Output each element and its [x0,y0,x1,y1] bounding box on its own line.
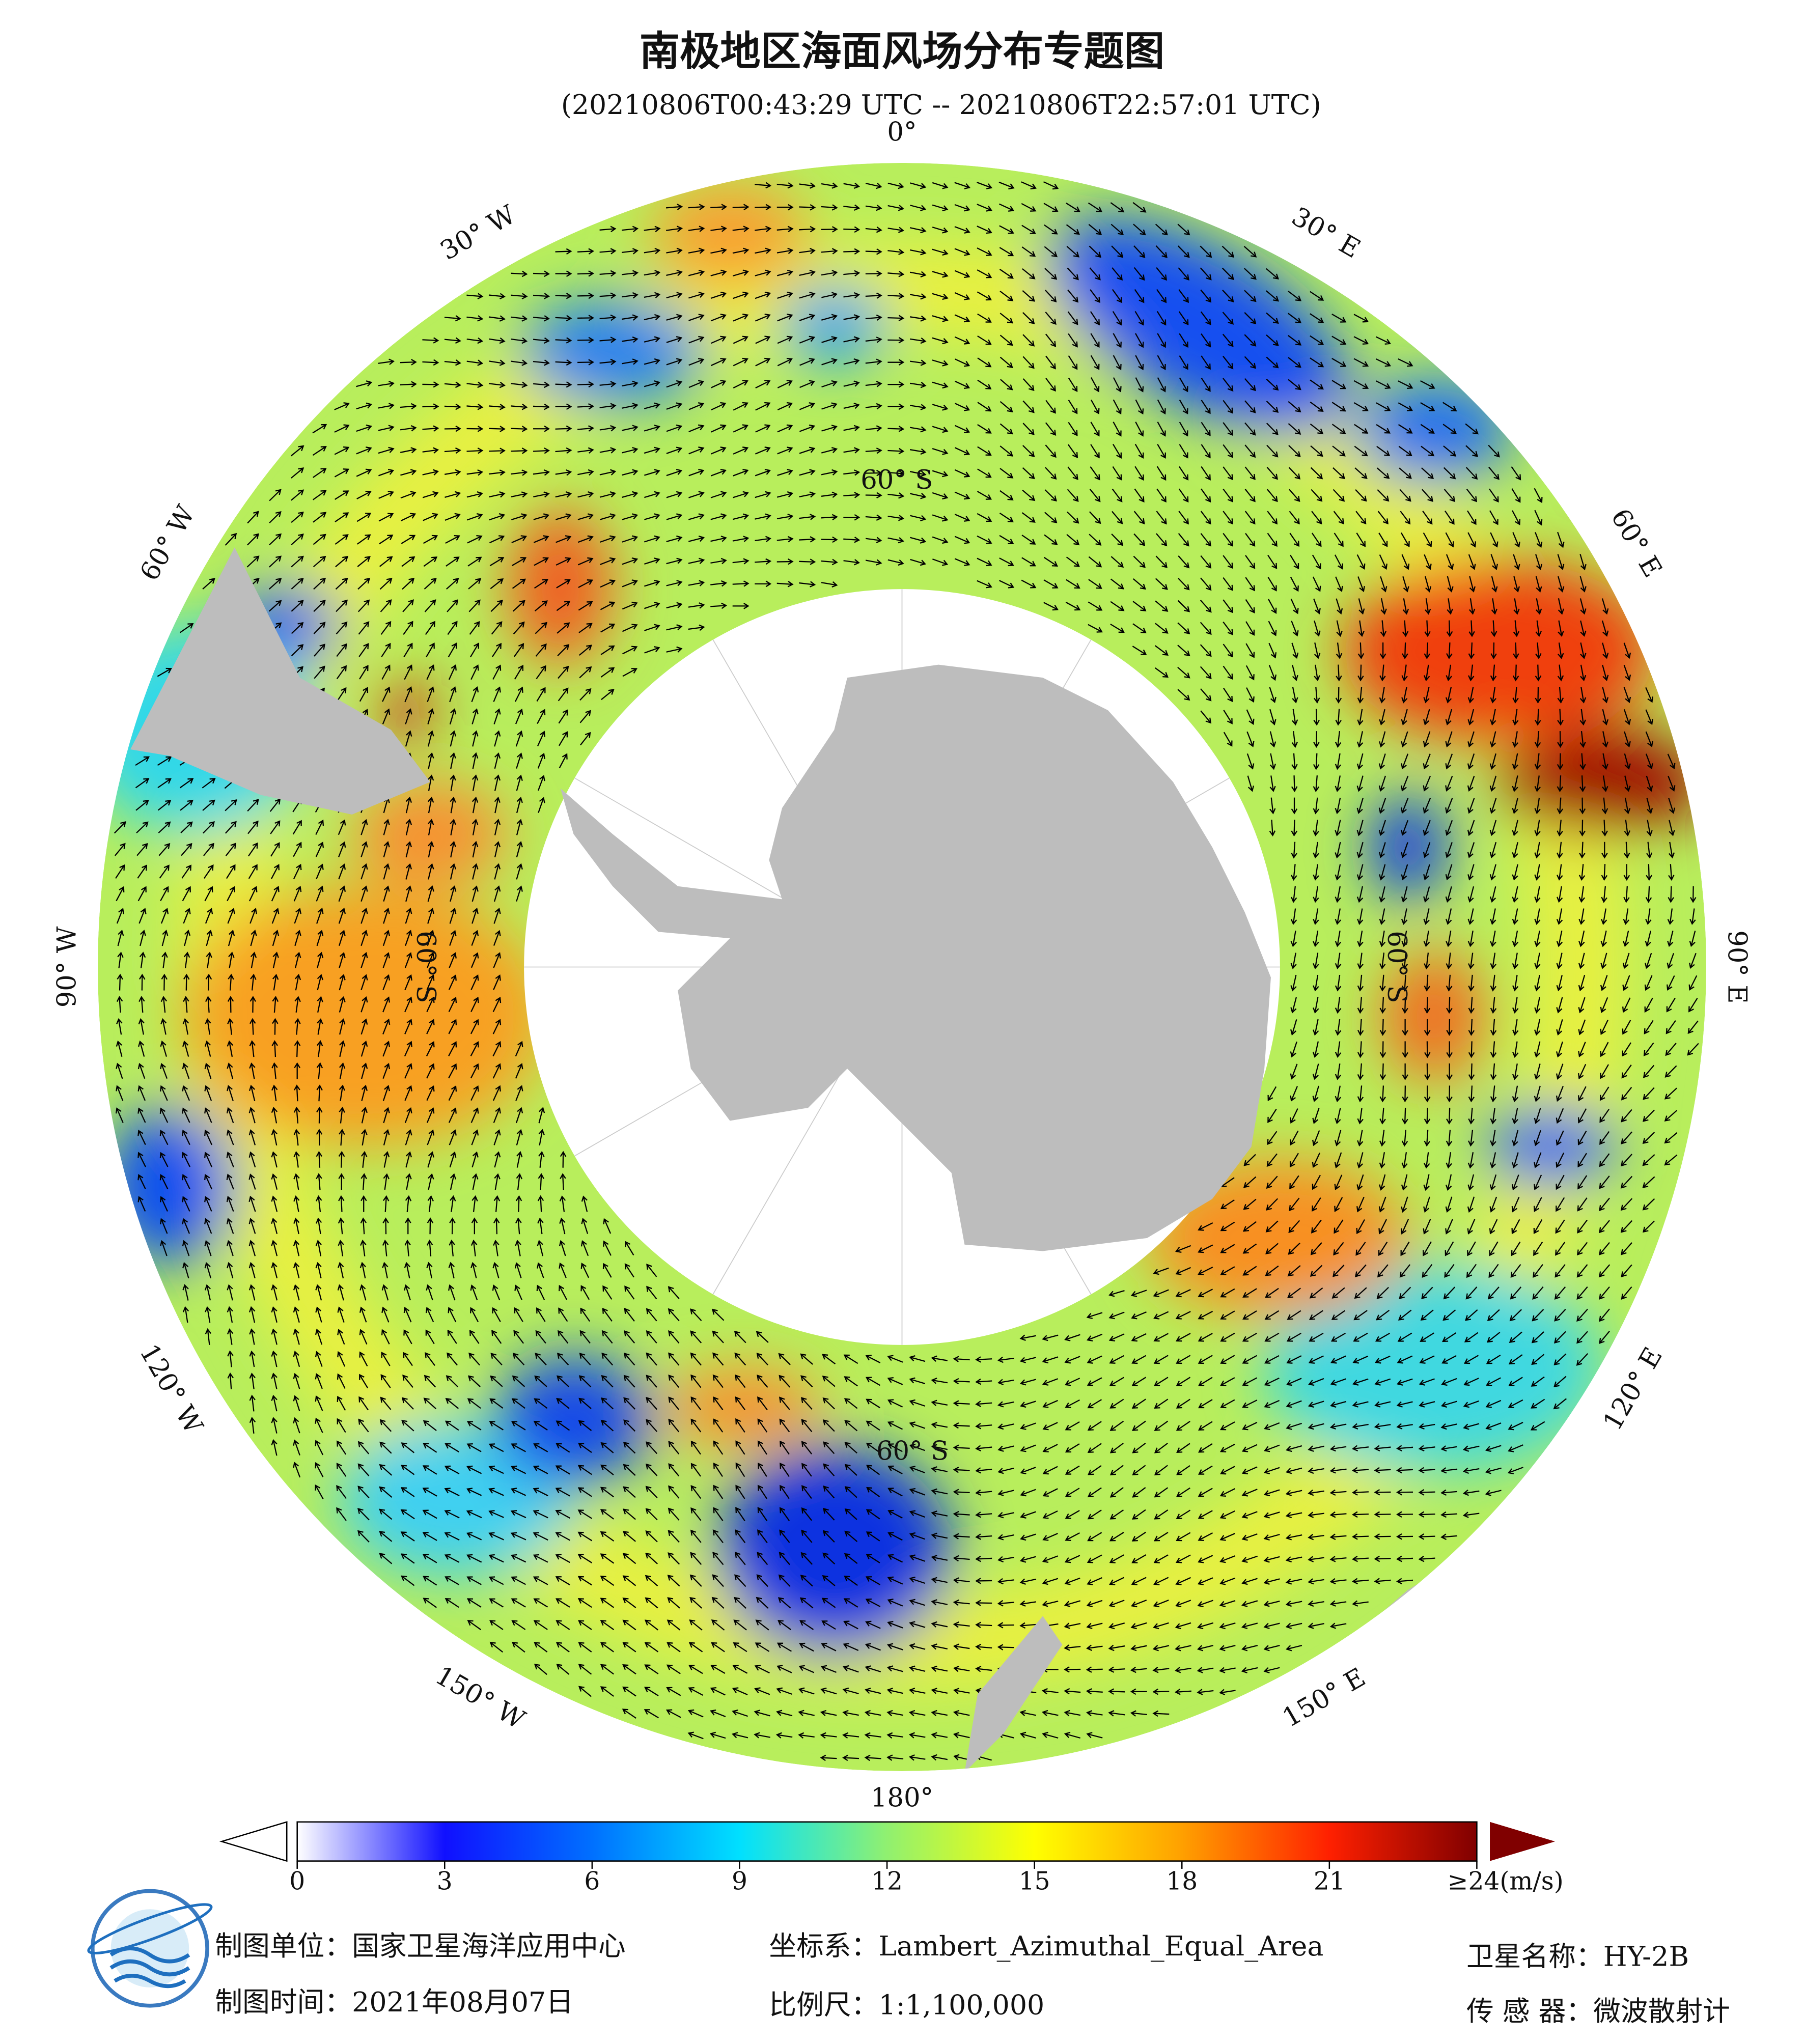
footer-sensor: 传 感 器：微波散射计 [1466,1995,1730,2027]
colorbar-tick-label: ≥24(m/s) [1448,1867,1564,1896]
footer-satellite: 卫星名称：HY-2B [1466,1941,1689,1973]
longitude-label: 120° E [1597,1342,1669,1436]
antarctica [560,664,1271,1251]
longitude-label: 0° [887,117,917,148]
longitude-label: 30° E [1287,201,1366,264]
colorbar-ticks: 0 3 6 9 12 15 18 21 ≥24(m/s) [289,1861,1564,1896]
footer-projection: 坐标系：Lambert_Azimuthal_Equal_Area [769,1930,1323,1962]
colorbar-tick-label: 6 [584,1867,600,1896]
latitude-label: 60° S [861,465,933,495]
latitude-label: 60° S [410,931,441,1003]
colorbar-tick-label: 21 [1314,1867,1345,1896]
logo [87,1889,213,2008]
land [964,1616,1063,1771]
longitude-label: 60° E [1605,503,1668,582]
colorbar-under [219,1821,288,1862]
longitude-label: 90° W [52,926,82,1007]
colorbar-over [1490,1822,1556,1861]
land [130,547,430,815]
longitude-label: 150° E [1278,1662,1371,1733]
subtitle: (20210806T00:43:29 UTC -- 20210806T22:57… [561,89,1321,121]
latitude-label: 60° S [1381,931,1412,1003]
colorbar [296,1821,1478,1862]
latitude-label: 60° S [876,1436,949,1466]
footer-date: 制图时间：2021年08月07日 [215,1986,573,2018]
longitude-label: 180° [871,1782,933,1813]
longitude-label: 30° W [435,199,521,266]
longitude-label: 60° W [134,500,201,586]
footer-scale: 比例尺：1:1,100,000 [769,1989,1044,2021]
colorbar-tick-label: 15 [1019,1867,1050,1896]
colorbar-tick-label: 3 [437,1867,453,1896]
colorbar-tick-label: 9 [732,1867,747,1896]
title: 南极地区海面风场分布专题图 [640,27,1164,75]
longitude-label: 90° E [1722,930,1752,1003]
colorbar-tick-label: 0 [289,1867,305,1896]
footer-unit: 制图单位：国家卫星海洋应用中心 [215,1930,625,1962]
colorbar-tick-label: 18 [1166,1867,1198,1896]
wind-vectors [114,181,1699,1761]
colorbar-tick-label: 12 [871,1867,903,1896]
